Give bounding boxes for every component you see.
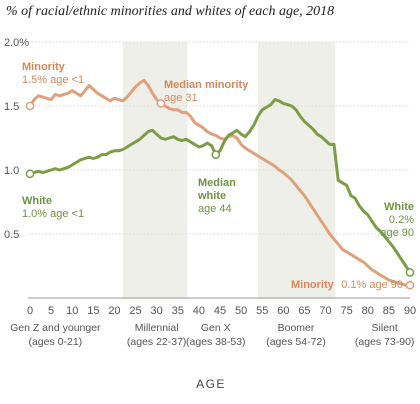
ann-median-white-label: Median (198, 177, 236, 189)
x-tick-label-9: 45 (214, 305, 226, 317)
x-axis-label: AGE (196, 377, 226, 391)
x-tick-label-1: 5 (48, 305, 54, 317)
x-tick-label-4: 20 (108, 305, 120, 317)
generation-name-0: Gen Z and younger (10, 322, 101, 334)
generation-name-3: Boomer (278, 322, 315, 334)
ann-minority-end: Minority 0.1% age 90 (291, 275, 403, 292)
ann-white-end-label: White (384, 201, 414, 213)
y-tick-label-3: 2.0% (4, 37, 29, 49)
generation-ages-2: (ages 38-53) (186, 336, 246, 348)
annotations: Minority 1.5% age <1 Median minority age… (22, 61, 414, 292)
grid (28, 41, 410, 299)
series-line-white (28, 98, 412, 274)
y-tick-label-2: 1.5 (4, 101, 19, 113)
marker-white-4 (211, 150, 221, 159)
series-line-minority (28, 78, 412, 287)
ann-minority-end-label: Minority (291, 279, 335, 291)
x-tick-label-15: 75 (341, 305, 353, 317)
marker-minority-1 (156, 99, 166, 108)
series-lines (28, 78, 412, 287)
ann-minority-start-detail: 1.5% age <1 (22, 74, 84, 86)
generation-ages-1: (ages 22-37) (127, 336, 187, 348)
generation-labels: Gen Z and younger (ages 0-21) Millennial (a… (10, 322, 414, 348)
marker-minority-0 (25, 101, 35, 111)
x-tick-label-10: 50 (235, 305, 247, 317)
ann-median-white-label2: white (197, 190, 226, 202)
ann-minority-end-detail: 0.1% age 90 (341, 279, 403, 291)
y-axis-ticks: 0.5 1.0 1.5 2.0% (4, 37, 29, 241)
ann-minority-start-label: Minority (22, 61, 66, 73)
y-tick-label-0: 0.5 (4, 229, 19, 241)
ann-median-white-detail: age 44 (198, 203, 232, 215)
chart-title: % of racial/ethnic minorities and whites… (6, 4, 335, 19)
x-tick-label-2: 10 (66, 305, 78, 317)
x-tick-label-11: 55 (256, 305, 268, 317)
x-axis-ticks: 0 5 10 15 20 25 30 35 40 45 50 55 60 65 70 75 80 85 90 (27, 305, 416, 317)
generation-ages-3: (ages 54-72) (266, 336, 326, 348)
x-tick-label-8: 40 (193, 305, 205, 317)
generation-name-2: Gen X (201, 322, 231, 334)
generation-name-4: Silent (372, 322, 398, 334)
generation-name-1: Millennial (135, 322, 179, 334)
generation-ages-0: (ages 0-21) (28, 336, 82, 348)
x-tick-label-17: 85 (383, 305, 395, 317)
x-tick-label-18: 90 (404, 305, 416, 317)
x-tick-label-5: 25 (129, 305, 141, 317)
x-tick-label-7: 35 (172, 305, 184, 317)
y-tick-label-1: 1.0 (4, 165, 19, 177)
marker-minority-2 (405, 280, 415, 290)
x-tick-label-3: 15 (87, 305, 99, 317)
ann-median-minority-detail: age 31 (164, 92, 198, 104)
series-markers (25, 99, 415, 290)
ann-white-end-detail2: age 90 (380, 227, 414, 239)
x-tick-label-0: 0 (27, 305, 33, 317)
ann-white-start-detail: 1.0% age <1 (22, 208, 84, 220)
x-tick-label-12: 60 (277, 305, 289, 317)
ann-median-minority-label: Median minority (164, 79, 249, 91)
marker-white-3 (25, 169, 35, 179)
x-tick-label-6: 30 (151, 305, 163, 317)
ann-white-end-detail: 0.2% (389, 214, 414, 226)
x-tick-label-14: 70 (319, 305, 331, 317)
marker-white-5 (405, 268, 415, 277)
x-tick-label-16: 80 (362, 305, 374, 317)
generation-ages-4: (ages 73-90) (355, 336, 415, 348)
ann-white-start-label: White (22, 195, 52, 207)
x-tick-label-13: 65 (298, 305, 310, 317)
